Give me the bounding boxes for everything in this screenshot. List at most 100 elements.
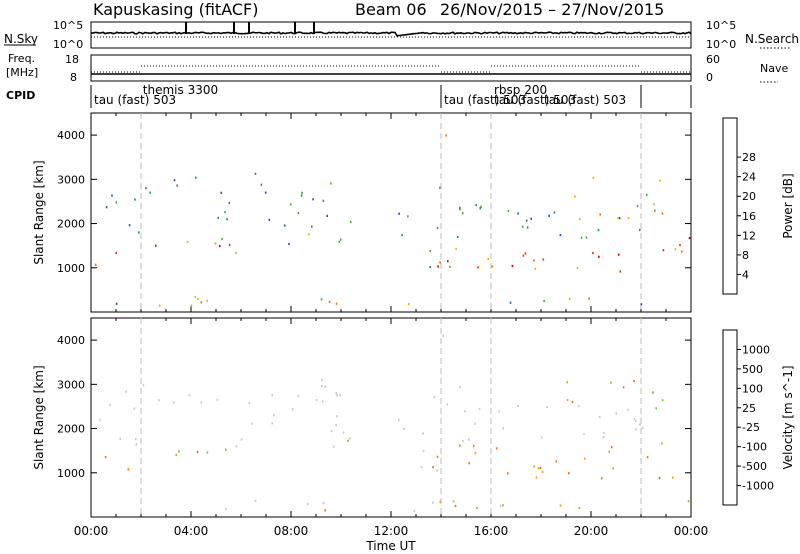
echo-cell (517, 212, 519, 215)
colorbar-tick-label: 28 (742, 151, 756, 164)
y-tick-label: 3000 (57, 378, 85, 391)
cpid-label: CPID (6, 89, 35, 102)
echo-cell (321, 400, 324, 403)
colorbar-tick-label: 16 (742, 210, 756, 223)
echo-cell (322, 199, 325, 202)
echo-cell (115, 201, 118, 204)
echo-cell (436, 469, 438, 472)
echo-cell (634, 420, 637, 423)
nsky-label: N.Sky (4, 32, 38, 46)
echo-cell (671, 476, 674, 479)
echo-cell (592, 251, 594, 255)
echo-cell (289, 203, 292, 206)
echo-cell (398, 418, 400, 421)
echo-cell (633, 417, 636, 420)
echo-cell (442, 334, 444, 337)
echo-cell (111, 194, 113, 197)
echo-cell (646, 456, 649, 459)
echo-cell (311, 225, 313, 228)
echo-cell (128, 224, 131, 227)
echo-cell (571, 400, 574, 404)
echo-cell (539, 466, 542, 469)
cpid-segment-label: themis 3300 (143, 83, 218, 97)
echo-cell (619, 270, 622, 273)
colorbar-frame (722, 117, 738, 295)
x-tick-label: 00:00 (674, 524, 709, 538)
noise-tick-left-top: 10^5 (53, 19, 83, 32)
echo-cell (186, 240, 189, 243)
plot-title: Kapuskasing (fitACF) (93, 0, 258, 19)
echo-cell (216, 398, 219, 401)
y-axis-label: Slant Range [km] (32, 160, 46, 264)
x-tick-label: 08:00 (274, 524, 309, 538)
echo-cell (221, 238, 223, 241)
echo-cell (340, 238, 342, 241)
y-tick-label: 4000 (57, 129, 85, 142)
echo-cell (566, 381, 568, 384)
echo-cell (155, 244, 157, 247)
echo-cell (525, 219, 528, 222)
echo-cell (235, 445, 238, 448)
echo-cell (598, 415, 601, 419)
echo-cell (115, 251, 117, 254)
echo-cell (214, 242, 217, 245)
echo-cell (135, 443, 138, 446)
echo-cell (487, 258, 489, 261)
echo-cell (288, 242, 290, 246)
echo-cell (633, 379, 635, 383)
echo-cell (422, 449, 425, 453)
echo-cell (540, 436, 543, 439)
echo-cell (578, 218, 581, 221)
echo-cell (439, 500, 442, 503)
echo-cell (611, 446, 613, 449)
echo-cell (472, 444, 475, 447)
echo-cell (658, 477, 661, 480)
echo-cell (264, 191, 267, 194)
echo-cell (459, 385, 461, 389)
echo-cell (248, 401, 251, 405)
echo-cell (194, 296, 197, 299)
freq-label-line1: Freq. (8, 52, 35, 65)
freq-tick-left-bottom: 8 (70, 71, 77, 84)
echo-cell (655, 407, 657, 410)
echo-cell (134, 198, 136, 201)
echo-cell (615, 412, 617, 415)
echo-cell (225, 448, 227, 451)
echo-cell (225, 508, 227, 511)
nsearch-label: N.Search (745, 32, 799, 46)
echo-cell (449, 265, 451, 268)
echo-cell (206, 299, 208, 302)
echo-cell (459, 206, 461, 209)
echo-cell (217, 216, 219, 219)
echo-cell (99, 419, 101, 422)
echo-cell (530, 217, 532, 220)
echo-cell (326, 214, 328, 217)
echo-cell (598, 255, 600, 258)
echo-cell (533, 259, 535, 262)
echo-cell (458, 444, 461, 447)
echo-cell (522, 254, 525, 257)
echo-cell (511, 264, 514, 268)
echo-cell (432, 501, 434, 504)
echo-cell (464, 410, 466, 413)
echo-cell (439, 186, 441, 189)
echo-cell (220, 191, 222, 194)
cpid-segment-label: tau (fast) 503 (94, 93, 176, 107)
echo-cell (254, 499, 257, 502)
x-tick-label: 12:00 (374, 524, 409, 538)
echo-cell (283, 224, 286, 227)
colorbar-tick-label: 1000 (742, 343, 770, 356)
echo-cell (178, 450, 180, 453)
colorbar-tick-label: 500 (742, 363, 763, 376)
noise-panel: 10^5 10^0 10^5 10^0 (53, 19, 736, 51)
echo-cell (636, 205, 639, 208)
echo-cell (436, 455, 439, 458)
echo-cell (597, 229, 600, 232)
echo-cell (335, 392, 338, 395)
echo-cell (339, 394, 341, 397)
echo-cell (335, 424, 337, 427)
echo-cell (436, 226, 439, 229)
echo-cell (235, 251, 237, 254)
echo-cell (342, 431, 345, 434)
